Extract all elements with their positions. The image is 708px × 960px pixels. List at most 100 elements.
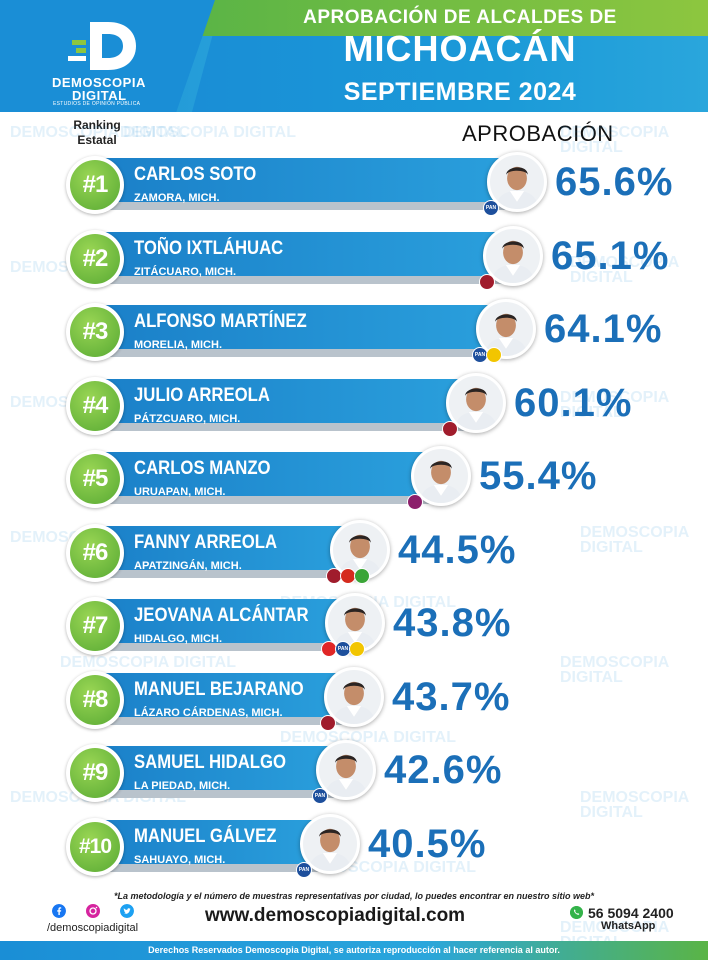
ranking-row: #6 FANNY ARREOLA APATZINGÁN, MICH. 44.5% bbox=[0, 518, 708, 584]
city-label: LA PIEDAD, MICH. bbox=[134, 780, 231, 792]
city-label: ZITÁCUARO, MICH. bbox=[134, 266, 237, 278]
city-label: ZAMORA, MICH. bbox=[134, 192, 220, 204]
rank-label: #4 bbox=[70, 381, 120, 431]
rank-badge: #9 bbox=[66, 744, 124, 802]
bar-shadow bbox=[90, 349, 496, 357]
mayor-photo bbox=[476, 299, 536, 359]
ranking-row: #2 TOÑO IXTLÁHUAC ZITÁCUARO, MICH. 65.1% bbox=[0, 224, 708, 290]
ranking-row: #10 MANUEL GÁLVEZ SAHUAYO, MICH. PAN 40.5% bbox=[0, 812, 708, 878]
rank-label: #2 bbox=[70, 234, 120, 284]
rank-badge: #4 bbox=[66, 377, 124, 435]
approval-bar bbox=[90, 599, 345, 643]
mayor-photo bbox=[300, 814, 360, 874]
approval-value: 65.6% bbox=[555, 160, 674, 204]
rank-label: #9 bbox=[70, 748, 120, 798]
mayor-photo bbox=[324, 667, 384, 727]
bar-shadow bbox=[90, 643, 345, 651]
approval-value: 65.1% bbox=[551, 234, 670, 278]
rank-label: #5 bbox=[70, 454, 120, 504]
mayor-name: TOÑO IXTLÁHUAC bbox=[134, 238, 284, 259]
facebook-icon[interactable] bbox=[52, 904, 66, 918]
rank-label: #7 bbox=[70, 601, 120, 651]
mayor-name: MANUEL BEJARANO bbox=[134, 679, 304, 700]
rank-label: #6 bbox=[70, 528, 120, 578]
title-date: SEPTIEMBRE 2024 bbox=[343, 78, 577, 106]
bar-shadow bbox=[90, 570, 350, 578]
morena-party-icon bbox=[320, 715, 336, 731]
portrait-icon bbox=[414, 449, 468, 503]
bar-shadow bbox=[90, 864, 320, 872]
approval-bar bbox=[90, 232, 503, 276]
pan-party-icon: PAN bbox=[296, 862, 312, 878]
rank-badge: #10 bbox=[66, 818, 124, 876]
mayor-name: FANNY ARREOLA bbox=[134, 532, 278, 553]
instagram-icon[interactable] bbox=[86, 904, 100, 918]
prd-party-icon bbox=[349, 641, 365, 657]
approval-value: 44.5% bbox=[398, 528, 517, 572]
ranking-row: #9 SAMUEL HIDALGO LA PIEDAD, MICH. PAN 42.6% bbox=[0, 738, 708, 804]
approval-bar bbox=[90, 526, 350, 570]
city-label: APATZINGÁN, MICH. bbox=[134, 560, 242, 572]
mayor-name: CARLOS MANZO bbox=[134, 458, 271, 479]
title-line-1: APROBACIÓN DE ALCALDES DE bbox=[303, 7, 617, 28]
portrait-icon bbox=[490, 155, 544, 209]
city-label: LÁZARO CÁRDENAS, MICH. bbox=[134, 707, 283, 719]
portrait-icon bbox=[327, 670, 381, 724]
whatsapp-label: WhatsApp bbox=[601, 920, 656, 932]
approval-bar bbox=[90, 673, 344, 717]
bar-shadow bbox=[90, 496, 431, 504]
mayor-name: CARLOS SOTO bbox=[134, 164, 257, 185]
portrait-icon bbox=[303, 817, 357, 871]
city-label: MORELIA, MICH. bbox=[134, 339, 222, 351]
portrait-icon bbox=[479, 302, 533, 356]
rank-label: #1 bbox=[70, 160, 120, 210]
bar-shadow bbox=[90, 276, 503, 284]
copyright-bar: Derechos Reservados Demoscopia Digital, … bbox=[0, 941, 708, 960]
rank-badge: #3 bbox=[66, 303, 124, 361]
mayor-name: JULIO ARREOLA bbox=[134, 385, 270, 406]
bar-shadow bbox=[90, 717, 344, 725]
rank-badge: #2 bbox=[66, 230, 124, 288]
mayor-name: ALFONSO MARTÍNEZ bbox=[134, 311, 307, 332]
ranking-label: Ranking Estatal bbox=[73, 118, 121, 147]
ranking-row: #5 CARLOS MANZO URUAPAN, MICH. 55.4% bbox=[0, 444, 708, 510]
mayor-photo bbox=[325, 593, 385, 653]
rank-badge: #8 bbox=[66, 671, 124, 729]
approval-bar bbox=[90, 746, 336, 790]
phone-number[interactable]: 56 5094 2400 bbox=[588, 905, 674, 921]
social-handle[interactable]: /demoscopiadigital bbox=[47, 922, 139, 934]
approval-bar bbox=[90, 379, 466, 423]
approval-value: 60.1% bbox=[514, 381, 633, 425]
watermark: DEMOSCOPIA DIGITAL bbox=[120, 124, 296, 141]
morena-party-icon bbox=[479, 274, 495, 290]
rank-badge: #5 bbox=[66, 450, 124, 508]
independiente-party-icon bbox=[407, 494, 423, 510]
logo-text-demoscopia: DEMOSCOPIA bbox=[52, 75, 146, 90]
city-label: PÁTZCUARO, MICH. bbox=[134, 413, 241, 425]
approval-bar bbox=[90, 158, 507, 202]
logo-text-digital: DIGITAL bbox=[72, 88, 127, 103]
ranking-row: #3 ALFONSO MARTÍNEZ MORELIA, MICH. PAN 64.1% bbox=[0, 297, 708, 363]
portrait-icon bbox=[486, 229, 540, 283]
whatsapp-icon bbox=[570, 906, 583, 919]
prd-party-icon bbox=[486, 347, 502, 363]
approval-value: 64.1% bbox=[544, 307, 663, 351]
website-link[interactable]: www.demoscopiadigital.com bbox=[205, 905, 466, 926]
city-label: HIDALGO, MICH. bbox=[134, 633, 222, 645]
approval-value: 40.5% bbox=[368, 822, 487, 866]
approval-value: 42.6% bbox=[384, 748, 503, 792]
approval-value: 55.4% bbox=[479, 454, 598, 498]
ranking-row: #8 MANUEL BEJARANO LÁZARO CÁRDENAS, MICH. 4… bbox=[0, 665, 708, 731]
mayor-name: MANUEL GÁLVEZ bbox=[134, 826, 277, 847]
twitter-icon[interactable] bbox=[120, 904, 134, 918]
approval-value: 43.7% bbox=[392, 675, 511, 719]
approval-label: APROBACIÓN bbox=[462, 121, 614, 146]
logo-tagline: ESTUDIOS DE OPINIÓN PÚBLICA bbox=[53, 101, 141, 107]
mayor-name: SAMUEL HIDALGO bbox=[134, 752, 287, 773]
rank-label: #3 bbox=[70, 307, 120, 357]
mayor-name: JEOVANA ALCÁNTAR bbox=[134, 605, 309, 626]
mayor-photo bbox=[316, 740, 376, 800]
bar-shadow bbox=[90, 202, 507, 210]
demoscopia-logo-icon bbox=[68, 22, 136, 70]
approval-bar bbox=[90, 305, 496, 349]
